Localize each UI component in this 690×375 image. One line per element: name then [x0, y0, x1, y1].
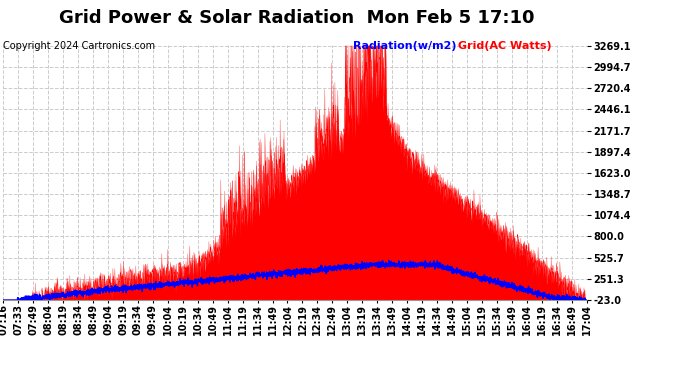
Text: Grid(AC Watts): Grid(AC Watts) [458, 41, 552, 51]
Text: Grid Power & Solar Radiation  Mon Feb 5 17:10: Grid Power & Solar Radiation Mon Feb 5 1… [59, 9, 535, 27]
Text: Copyright 2024 Cartronics.com: Copyright 2024 Cartronics.com [3, 41, 155, 51]
Text: Radiation(w/m2): Radiation(w/m2) [353, 41, 457, 51]
